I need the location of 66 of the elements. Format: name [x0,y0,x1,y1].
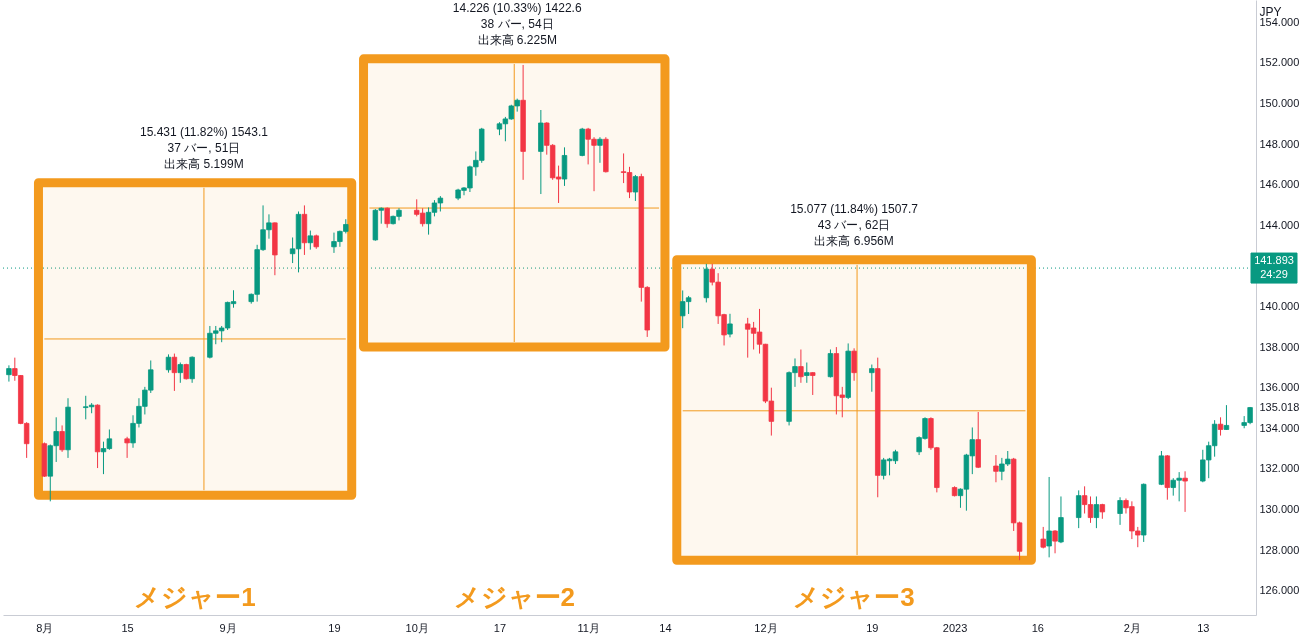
candlestick [597,136,603,164]
annotation: 出来高 6.956M [814,233,894,248]
x-tick-label: 15 [121,621,134,634]
candlestick [1182,470,1188,513]
y-tick-label: 144.000 [1259,218,1300,231]
annotation: 14.226 (10.33%) 1422.6 38 バー, 54日 [452,0,582,31]
y-tick-label: 148.000 [1259,137,1300,150]
x-tick-label: 16 [1031,621,1044,634]
candlestick [6,364,12,383]
y-tick-label: 138.000 [1259,340,1300,353]
candlestick [177,362,184,384]
y-tick-label: 128.000 [1259,543,1300,556]
y-tick-label: 146.000 [1259,178,1300,191]
y-tick-label: 152.000 [1259,56,1300,69]
y-tick-label: 135.018 [1259,401,1300,414]
x-tick-label: 19 [328,621,341,634]
candlestick [59,424,65,453]
y-tick-label: 140.000 [1259,299,1300,312]
candlestick [1217,416,1224,437]
x-tick-label: 17 [493,621,507,634]
candlestick [1223,404,1230,431]
x-tick-label: 8月 [36,621,54,634]
candlestick [561,146,568,187]
y-tick-label: 132.000 [1259,462,1300,475]
y-tick-label: 134.000 [1259,421,1300,434]
candlestick [993,454,999,483]
x-tick-label: 19 [866,621,879,634]
x-tick-label: 10月 [405,621,429,634]
x-tick-label: 12月 [754,621,778,634]
annotation: 15.077 (11.84%) 1507.7 43 バー, 62日 [790,201,919,232]
ref-line-label: 141.893 24:29 [1254,254,1294,281]
candlestick [632,174,639,202]
candlestick [384,206,390,229]
candlestick [1117,496,1123,526]
candlestick [727,313,733,338]
x-tick-label: 9月 [219,621,237,634]
candlestick [1093,495,1100,529]
x-tick-label: 2月 [1123,621,1141,634]
annotation: メジャー2 [453,582,575,612]
candlestick [1075,489,1082,529]
candlestick [1046,476,1052,558]
candlestick [171,353,178,392]
x-tick-label: 2023 [942,621,968,634]
candlestick [1052,529,1058,554]
y-tick-label: 150.000 [1259,97,1300,110]
y-tick-label: 136.000 [1259,381,1300,394]
annotation: 15.431 (11.82%) 1543.1 37 バー, 51日 [140,124,269,155]
y-tick-label: 130.000 [1259,502,1300,515]
candlestick [827,349,834,379]
x-tick-label: 11月 [577,621,600,634]
candlestick [851,347,857,382]
candlestick [165,353,172,374]
candlestick [189,355,195,384]
annotation: メジャー3 [793,582,915,612]
y-tick-label: 126.000 [1259,584,1300,597]
candlestick [798,349,804,384]
candlestick [869,364,875,393]
candlestick [307,230,314,251]
x-tick-label: 14 [659,621,672,634]
candlestick [810,371,816,396]
candlestick [804,362,810,384]
annotation: 出来高 6.225M [477,32,557,47]
annotation: メジャー1 [134,582,256,612]
x-tick-label: 13 [1197,621,1210,634]
candlestick [124,436,130,459]
annotation: 出来高 5.199M [164,156,244,171]
